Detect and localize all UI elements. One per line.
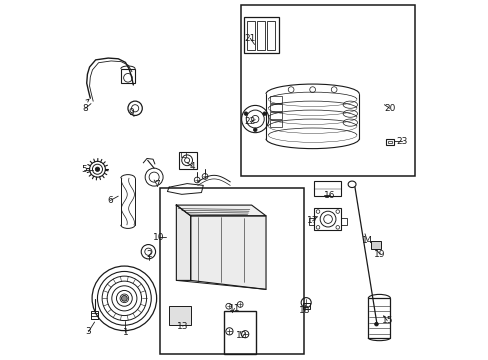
- Text: 20: 20: [383, 104, 395, 113]
- Text: 8: 8: [82, 104, 88, 113]
- Bar: [269, 112, 282, 119]
- Bar: [314, 181, 341, 196]
- Text: 11: 11: [228, 304, 240, 313]
- Circle shape: [95, 167, 100, 171]
- Circle shape: [121, 296, 127, 301]
- Bar: [257, 22, 264, 50]
- Text: 16: 16: [324, 190, 335, 199]
- Bar: [302, 303, 309, 309]
- Polygon shape: [190, 216, 265, 289]
- Bar: [308, 218, 314, 225]
- Bar: [367, 298, 389, 338]
- Text: 23: 23: [396, 137, 407, 146]
- Text: 3: 3: [85, 327, 91, 336]
- Bar: [160, 188, 303, 354]
- Text: 15: 15: [381, 316, 392, 325]
- Circle shape: [244, 112, 247, 116]
- Bar: [179, 152, 197, 169]
- Text: 19: 19: [373, 250, 385, 259]
- Bar: [267, 22, 274, 50]
- Bar: [387, 140, 391, 143]
- Text: 17: 17: [306, 216, 318, 225]
- Polygon shape: [176, 205, 265, 216]
- Text: 5: 5: [81, 166, 86, 175]
- Text: 13: 13: [177, 322, 188, 331]
- Text: 9: 9: [128, 108, 134, 117]
- Bar: [269, 120, 282, 127]
- Circle shape: [253, 128, 257, 132]
- Text: 10: 10: [153, 233, 164, 242]
- Circle shape: [374, 322, 378, 326]
- Bar: [244, 17, 278, 53]
- Text: 12: 12: [236, 332, 247, 341]
- Bar: [223, 311, 255, 354]
- Bar: [370, 241, 380, 249]
- Text: 2: 2: [146, 250, 152, 259]
- Text: 18: 18: [298, 306, 310, 315]
- Bar: [241, 5, 414, 176]
- Bar: [121, 69, 135, 83]
- Bar: [341, 218, 346, 225]
- Bar: [247, 22, 254, 50]
- Text: 6: 6: [107, 196, 113, 205]
- Bar: [386, 139, 393, 145]
- Bar: [180, 152, 185, 157]
- Text: 1: 1: [122, 328, 128, 337]
- Bar: [269, 96, 282, 103]
- Text: 22: 22: [244, 117, 255, 126]
- Text: 21: 21: [244, 34, 255, 43]
- Bar: [314, 208, 341, 230]
- Text: 14: 14: [361, 236, 372, 245]
- Bar: [169, 306, 190, 325]
- Polygon shape: [176, 205, 190, 280]
- Bar: [91, 311, 98, 319]
- Bar: [269, 104, 282, 111]
- Text: 4: 4: [189, 162, 195, 171]
- Text: 7: 7: [153, 180, 159, 189]
- Circle shape: [262, 112, 266, 116]
